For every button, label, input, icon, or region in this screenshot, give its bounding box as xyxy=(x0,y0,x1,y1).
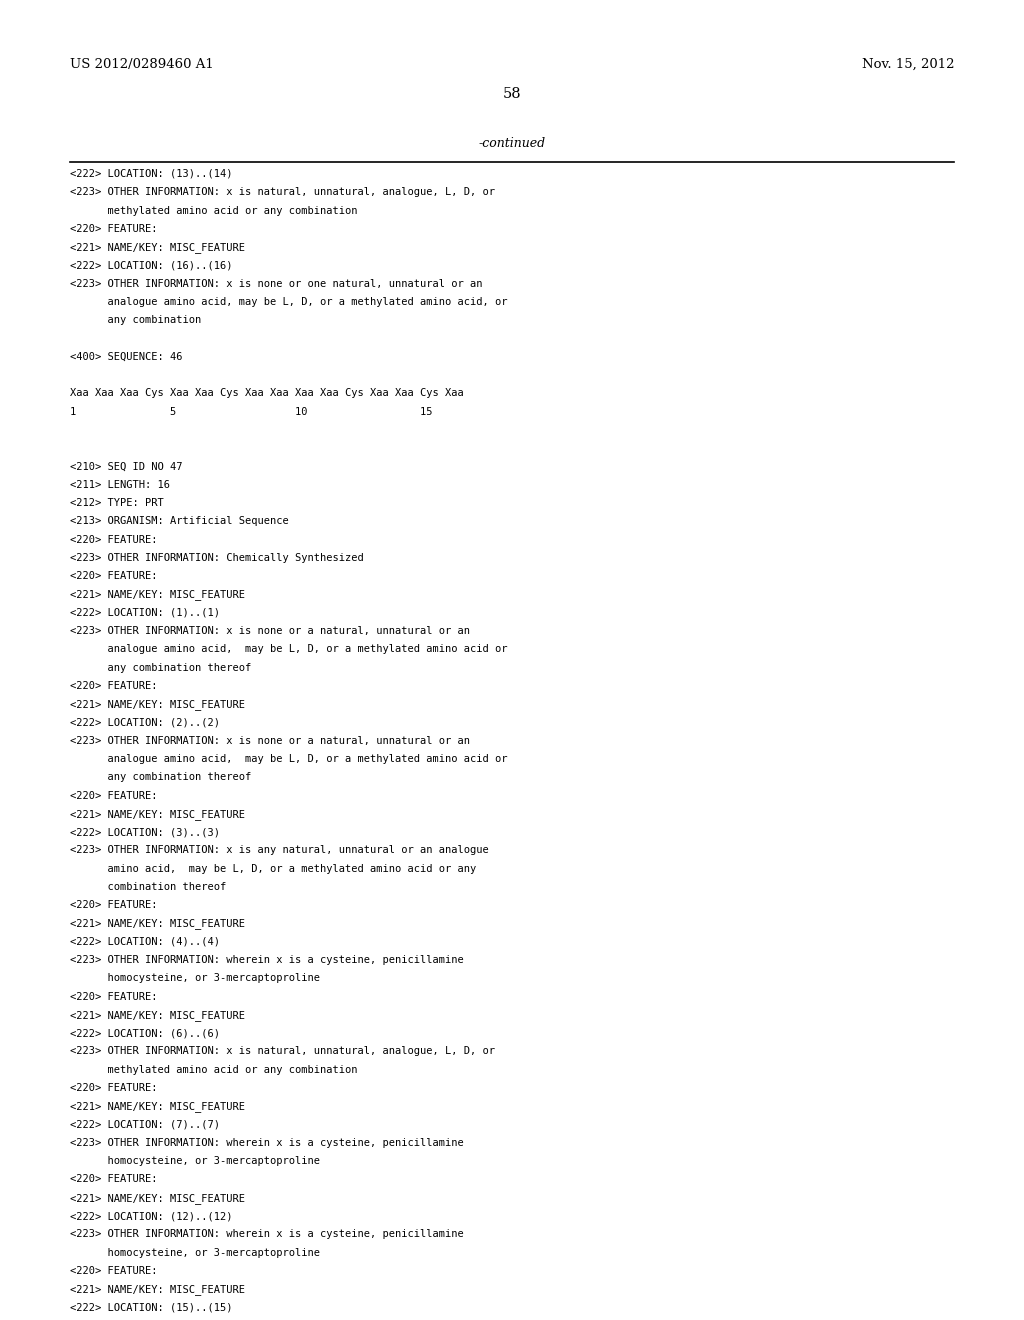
Text: any combination thereof: any combination thereof xyxy=(70,663,251,673)
Text: Nov. 15, 2012: Nov. 15, 2012 xyxy=(862,58,954,71)
Text: <212> TYPE: PRT: <212> TYPE: PRT xyxy=(70,498,164,508)
Text: <223> OTHER INFORMATION: x is none or one natural, unnatural or an: <223> OTHER INFORMATION: x is none or on… xyxy=(70,279,482,289)
Text: <210> SEQ ID NO 47: <210> SEQ ID NO 47 xyxy=(70,462,182,471)
Text: <220> FEATURE:: <220> FEATURE: xyxy=(70,900,157,911)
Text: homocysteine, or 3-mercaptoproline: homocysteine, or 3-mercaptoproline xyxy=(70,973,319,983)
Text: <213> ORGANISM: Artificial Sequence: <213> ORGANISM: Artificial Sequence xyxy=(70,516,289,527)
Text: analogue amino acid, may be L, D, or a methylated amino acid, or: analogue amino acid, may be L, D, or a m… xyxy=(70,297,507,308)
Text: any combination: any combination xyxy=(70,315,201,325)
Text: <222> LOCATION: (13)..(14): <222> LOCATION: (13)..(14) xyxy=(70,169,232,180)
Text: <220> FEATURE:: <220> FEATURE: xyxy=(70,224,157,234)
Text: analogue amino acid,  may be L, D, or a methylated amino acid or: analogue amino acid, may be L, D, or a m… xyxy=(70,754,507,764)
Text: <220> FEATURE:: <220> FEATURE: xyxy=(70,1266,157,1276)
Text: <223> OTHER INFORMATION: x is none or a natural, unnatural or an: <223> OTHER INFORMATION: x is none or a … xyxy=(70,626,470,636)
Text: <400> SEQUENCE: 46: <400> SEQUENCE: 46 xyxy=(70,351,182,362)
Text: <222> LOCATION: (2)..(2): <222> LOCATION: (2)..(2) xyxy=(70,718,219,727)
Text: <222> LOCATION: (3)..(3): <222> LOCATION: (3)..(3) xyxy=(70,828,219,837)
Text: 58: 58 xyxy=(503,87,521,102)
Text: <220> FEATURE:: <220> FEATURE: xyxy=(70,1175,157,1184)
Text: <222> LOCATION: (6)..(6): <222> LOCATION: (6)..(6) xyxy=(70,1028,219,1039)
Text: homocysteine, or 3-mercaptoproline: homocysteine, or 3-mercaptoproline xyxy=(70,1156,319,1166)
Text: <223> OTHER INFORMATION: wherein x is a cysteine, penicillamine: <223> OTHER INFORMATION: wherein x is a … xyxy=(70,956,464,965)
Text: <220> FEATURE:: <220> FEATURE: xyxy=(70,681,157,690)
Text: <223> OTHER INFORMATION: x is none or a natural, unnatural or an: <223> OTHER INFORMATION: x is none or a … xyxy=(70,735,470,746)
Text: <223> OTHER INFORMATION: wherein x is a cysteine, penicillamine: <223> OTHER INFORMATION: wherein x is a … xyxy=(70,1138,464,1148)
Text: <221> NAME/KEY: MISC_FEATURE: <221> NAME/KEY: MISC_FEATURE xyxy=(70,1010,245,1020)
Text: <221> NAME/KEY: MISC_FEATURE: <221> NAME/KEY: MISC_FEATURE xyxy=(70,919,245,929)
Text: <223> OTHER INFORMATION: x is natural, unnatural, analogue, L, D, or: <223> OTHER INFORMATION: x is natural, u… xyxy=(70,1047,495,1056)
Text: homocysteine, or 3-mercaptoproline: homocysteine, or 3-mercaptoproline xyxy=(70,1247,319,1258)
Text: analogue amino acid,  may be L, D, or a methylated amino acid or: analogue amino acid, may be L, D, or a m… xyxy=(70,644,507,655)
Text: <223> OTHER INFORMATION: x is any natural, unnatural or an analogue: <223> OTHER INFORMATION: x is any natura… xyxy=(70,845,488,855)
Text: <221> NAME/KEY: MISC_FEATURE: <221> NAME/KEY: MISC_FEATURE xyxy=(70,242,245,253)
Text: US 2012/0289460 A1: US 2012/0289460 A1 xyxy=(70,58,213,71)
Text: <221> NAME/KEY: MISC_FEATURE: <221> NAME/KEY: MISC_FEATURE xyxy=(70,1101,245,1113)
Text: <222> LOCATION: (7)..(7): <222> LOCATION: (7)..(7) xyxy=(70,1119,219,1130)
Text: combination thereof: combination thereof xyxy=(70,882,226,892)
Text: <222> LOCATION: (15)..(15): <222> LOCATION: (15)..(15) xyxy=(70,1303,232,1312)
Text: <221> NAME/KEY: MISC_FEATURE: <221> NAME/KEY: MISC_FEATURE xyxy=(70,1284,245,1295)
Text: <220> FEATURE:: <220> FEATURE: xyxy=(70,572,157,581)
Text: amino acid,  may be L, D, or a methylated amino acid or any: amino acid, may be L, D, or a methylated… xyxy=(70,863,476,874)
Text: <223> OTHER INFORMATION: x is natural, unnatural, analogue, L, D, or: <223> OTHER INFORMATION: x is natural, u… xyxy=(70,187,495,197)
Text: <220> FEATURE:: <220> FEATURE: xyxy=(70,1082,157,1093)
Text: <222> LOCATION: (4)..(4): <222> LOCATION: (4)..(4) xyxy=(70,937,219,946)
Text: Xaa Xaa Xaa Cys Xaa Xaa Cys Xaa Xaa Xaa Xaa Cys Xaa Xaa Cys Xaa: Xaa Xaa Xaa Cys Xaa Xaa Cys Xaa Xaa Xaa … xyxy=(70,388,464,399)
Text: <221> NAME/KEY: MISC_FEATURE: <221> NAME/KEY: MISC_FEATURE xyxy=(70,809,245,820)
Text: methylated amino acid or any combination: methylated amino acid or any combination xyxy=(70,206,357,215)
Text: methylated amino acid or any combination: methylated amino acid or any combination xyxy=(70,1065,357,1074)
Text: <220> FEATURE:: <220> FEATURE: xyxy=(70,991,157,1002)
Text: <221> NAME/KEY: MISC_FEATURE: <221> NAME/KEY: MISC_FEATURE xyxy=(70,1193,245,1204)
Text: <221> NAME/KEY: MISC_FEATURE: <221> NAME/KEY: MISC_FEATURE xyxy=(70,590,245,601)
Text: any combination thereof: any combination thereof xyxy=(70,772,251,783)
Text: <222> LOCATION: (12)..(12): <222> LOCATION: (12)..(12) xyxy=(70,1210,232,1221)
Text: <211> LENGTH: 16: <211> LENGTH: 16 xyxy=(70,479,170,490)
Text: <223> OTHER INFORMATION: wherein x is a cysteine, penicillamine: <223> OTHER INFORMATION: wherein x is a … xyxy=(70,1229,464,1239)
Text: <220> FEATURE:: <220> FEATURE: xyxy=(70,535,157,545)
Text: <220> FEATURE:: <220> FEATURE: xyxy=(70,791,157,800)
Text: -continued: -continued xyxy=(478,137,546,150)
Text: <221> NAME/KEY: MISC_FEATURE: <221> NAME/KEY: MISC_FEATURE xyxy=(70,700,245,710)
Text: <222> LOCATION: (16)..(16): <222> LOCATION: (16)..(16) xyxy=(70,260,232,271)
Text: 1               5                   10                  15: 1 5 10 15 xyxy=(70,407,432,417)
Text: <222> LOCATION: (1)..(1): <222> LOCATION: (1)..(1) xyxy=(70,607,219,618)
Text: <223> OTHER INFORMATION: Chemically Synthesized: <223> OTHER INFORMATION: Chemically Synt… xyxy=(70,553,364,562)
